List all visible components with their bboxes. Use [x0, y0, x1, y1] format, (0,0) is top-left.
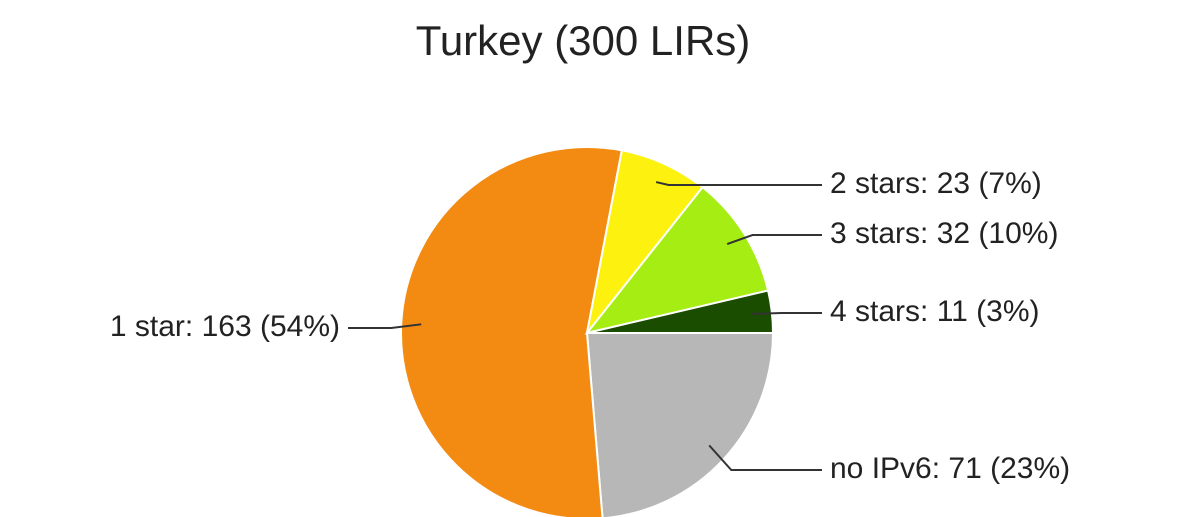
slice-label: 1 star: 163 (54%) [110, 310, 340, 343]
slice-label: 2 stars: 23 (7%) [830, 167, 1042, 200]
leader-line [708, 444, 822, 471]
pie-slice [585, 332, 775, 517]
pie-slice [586, 289, 775, 334]
leader-line [726, 234, 822, 245]
pie-slice [400, 146, 624, 517]
leader-line [655, 181, 822, 186]
slice-label: 3 stars: 32 (10%) [830, 217, 1058, 250]
slice-label: 4 stars: 11 (3%) [830, 295, 1040, 328]
leader-line [751, 312, 822, 315]
chart-title: Turkey (300 LIRs) [416, 17, 751, 64]
pie-slice [584, 185, 770, 335]
leader-line [348, 323, 422, 329]
slice-label: no IPv6: 71 (23%) [830, 452, 1070, 485]
